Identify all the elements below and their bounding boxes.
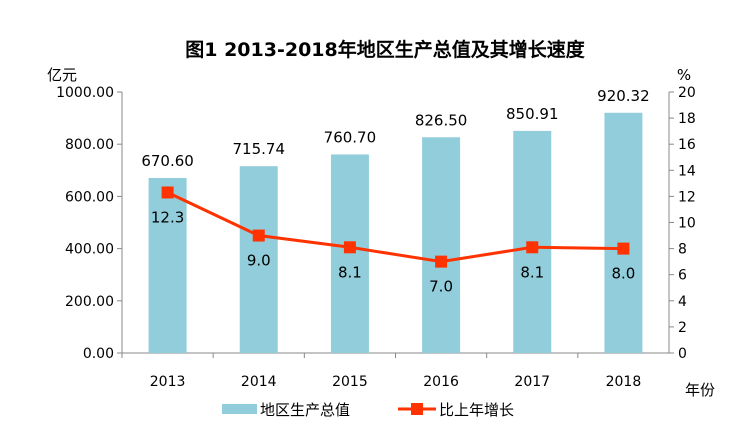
bar-value-label: 715.74 [233,140,286,158]
left-tick-label: 1000.00 [56,85,114,101]
line-value-label: 9.0 [247,252,271,270]
bar [239,166,278,353]
x-tick-label: 2016 [423,374,459,390]
right-tick-label: 16 [678,137,696,153]
x-tick-label: 2014 [241,374,277,390]
right-tick-label: 0 [678,346,687,362]
right-tick-label: 10 [678,216,696,232]
left-tick-label: 800.00 [65,137,114,153]
left-tick-label: 200.00 [65,294,114,310]
line-marker [435,255,448,268]
right-tick-label: 2 [678,320,687,336]
legend-bar-swatch [222,404,257,414]
left-tick-label: 0.00 [83,346,114,362]
right-tick-label: 12 [678,189,696,205]
legend-line-marker [411,403,423,415]
right-tick-label: 14 [678,163,696,179]
bar-value-label: 826.50 [415,111,468,129]
line-value-label: 7.0 [429,278,453,296]
right-tick-label: 20 [678,85,696,101]
left-tick-label: 600.00 [65,189,114,205]
bar [148,177,187,353]
line-value-label: 8.1 [338,263,362,281]
x-tick-label: 2018 [606,374,642,390]
chart-title: 图1 2013-2018年地区生产总值及其增长速度 [185,38,585,61]
line-marker [526,241,539,254]
line-marker [617,242,630,255]
x-tick-label: 2013 [150,374,186,390]
bar [604,112,643,353]
line-value-label: 8.0 [611,265,635,283]
line-marker [343,241,356,254]
x-tick-label: 2017 [514,374,550,390]
line-value-label: 12.3 [151,208,184,226]
bar-value-label: 850.91 [506,105,559,123]
growth-line [166,191,624,264]
line-marker [252,229,265,242]
bar-value-label: 920.32 [597,87,650,105]
line-marker [161,186,174,199]
right-tick-label: 6 [678,268,687,284]
legend-line-label: 比上年增长 [439,401,514,419]
right-tick-label: 4 [678,294,687,310]
line-value-label: 8.1 [520,263,544,281]
left-axis-unit: 亿元 [47,66,77,84]
bar-value-label: 760.70 [324,128,377,146]
left-tick-label: 400.00 [65,242,114,258]
bar [330,154,369,353]
legend-bar-label: 地区生产总值 [260,401,350,419]
x-tick-label: 2015 [332,374,368,390]
x-axis-title: 年份 [685,381,715,399]
bar-value-label: 670.60 [141,152,194,170]
right-axis-unit: % [677,66,691,84]
right-tick-label: 8 [678,242,687,258]
bar [422,137,461,353]
right-tick-label: 18 [678,111,696,127]
legend: 地区生产总值 比上年增长 [222,401,514,419]
